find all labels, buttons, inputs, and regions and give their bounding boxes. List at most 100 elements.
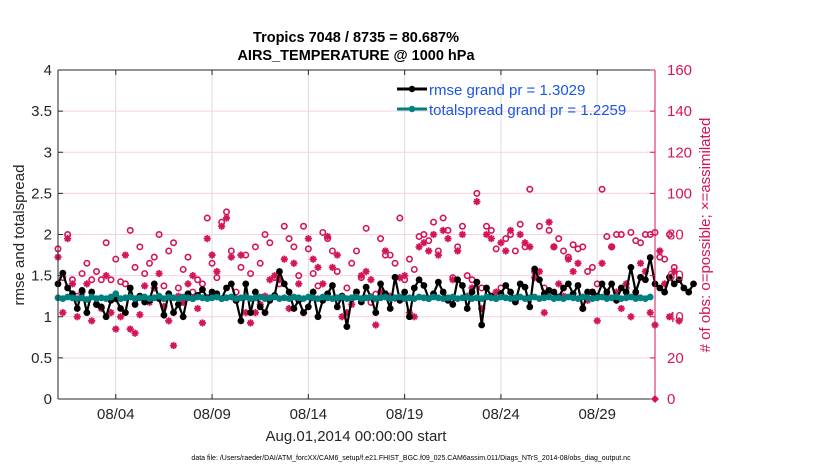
data-point-rmse bbox=[83, 309, 91, 317]
data-point-obs-possible bbox=[266, 239, 274, 247]
data-point-rmse bbox=[410, 284, 418, 292]
data-point-rmse bbox=[117, 305, 124, 312]
legend: rmse grand pr = 1.3029 totalspread grand… bbox=[397, 82, 626, 119]
data-point-totalspread bbox=[646, 293, 654, 301]
data-point-obs-assimilated bbox=[526, 243, 534, 251]
x-tick-label: 08/24 bbox=[482, 406, 520, 423]
data-point-obs-assimilated bbox=[425, 247, 433, 255]
data-point-rmse bbox=[685, 288, 693, 296]
data-point-obs-assimilated bbox=[141, 282, 149, 290]
data-point-obs-assimilated bbox=[372, 321, 380, 329]
data-point-obs-assimilated bbox=[646, 309, 654, 317]
chart-title: Tropics 7048 / 8735 = 80.687% bbox=[253, 30, 459, 46]
data-point-rmse bbox=[251, 288, 259, 296]
data-point-rmse bbox=[531, 265, 539, 273]
data-point-rmse bbox=[646, 254, 654, 261]
data-point-obs-possible bbox=[420, 231, 428, 239]
data-point-obs-assimilated bbox=[83, 280, 91, 288]
y-tick-label-right: 100 bbox=[667, 185, 692, 202]
data-point-obs-possible bbox=[97, 276, 105, 284]
data-point-obs-assimilated bbox=[506, 226, 515, 234]
data-point-obs-possible bbox=[304, 245, 312, 253]
data-point-obs-possible bbox=[627, 228, 635, 236]
data-point-obs-assimilated bbox=[497, 239, 505, 247]
y-tick-label-left: 3 bbox=[44, 144, 52, 161]
y-tick-label-left: 1.5 bbox=[31, 268, 52, 285]
data-point-obs-assimilated bbox=[68, 280, 77, 288]
data-point-rmse bbox=[483, 284, 490, 292]
data-point-obs-possible bbox=[473, 189, 481, 197]
data-point-rmse bbox=[179, 313, 187, 321]
x-tick-label: 08/04 bbox=[97, 406, 135, 423]
data-point-rmse bbox=[617, 284, 625, 292]
x-tick-label: 08/14 bbox=[290, 406, 328, 423]
data-point-obs-assimilated bbox=[598, 259, 606, 267]
data-point-rmse bbox=[608, 280, 616, 288]
data-point-rmse bbox=[666, 273, 673, 281]
legend-entry-totalspread: totalspread grand pr = 1.2259 bbox=[429, 102, 626, 119]
data-point-obs-possible bbox=[179, 265, 187, 273]
data-point-rmse bbox=[64, 284, 72, 292]
data-point-rmse bbox=[353, 288, 360, 296]
data-point-obs-possible bbox=[83, 259, 91, 267]
data-point-obs-possible bbox=[131, 263, 139, 271]
data-point-obs-assimilated bbox=[569, 267, 577, 276]
data-point-obs-possible bbox=[405, 255, 413, 263]
data-point-obs-possible bbox=[569, 241, 577, 249]
data-point-rmse bbox=[290, 305, 298, 312]
data-point-obs-possible bbox=[439, 214, 447, 222]
data-point-totalspread bbox=[112, 290, 120, 298]
data-point-obs-assimilated bbox=[550, 243, 558, 251]
data-point-rmse bbox=[73, 305, 81, 312]
x-tick-label: 08/09 bbox=[193, 406, 231, 423]
data-point-obs-possible bbox=[237, 263, 245, 271]
y-axis-label-left: rmse and totalspread bbox=[11, 165, 28, 306]
data-point-rmse bbox=[237, 317, 245, 325]
data-point-obs-possible bbox=[343, 284, 351, 292]
data-point-obs-assimilated bbox=[381, 247, 389, 255]
y-tick-label-right: 40 bbox=[667, 309, 684, 326]
data-point-rmse bbox=[300, 309, 307, 317]
y-tick-label-left: 1 bbox=[44, 309, 52, 326]
data-point-rmse bbox=[199, 286, 206, 294]
data-point-rmse bbox=[372, 309, 380, 317]
data-point-rmse bbox=[314, 313, 322, 321]
data-point-rmse bbox=[174, 301, 182, 308]
x-tick-label: 08/29 bbox=[578, 406, 616, 423]
data-point-obs-possible bbox=[295, 272, 303, 280]
data-point-rmse bbox=[627, 264, 635, 271]
data-point-obs-possible bbox=[603, 233, 611, 241]
data-point-rmse bbox=[329, 282, 336, 289]
data-point-rmse bbox=[589, 288, 596, 296]
y-tick-label-left: 0 bbox=[44, 391, 52, 408]
data-point-rmse bbox=[598, 280, 606, 288]
data-point-rmse bbox=[88, 288, 96, 296]
data-point-rmse bbox=[550, 288, 558, 296]
data-point-obs-assimilated bbox=[367, 276, 375, 284]
y-tick-label-right: 140 bbox=[667, 103, 692, 120]
data-point-obs-assimilated bbox=[482, 230, 491, 239]
data-point-obs-assimilated bbox=[251, 309, 259, 317]
data-point-obs-possible bbox=[141, 270, 149, 278]
data-point-obs-possible bbox=[377, 235, 385, 243]
data-point-rmse bbox=[309, 288, 317, 296]
data-point-obs-assimilated bbox=[454, 247, 462, 255]
data-point-rmse bbox=[680, 284, 688, 292]
data-point-totalspread bbox=[107, 293, 115, 301]
data-point-obs-assimilated bbox=[102, 272, 110, 280]
data-point-obs-possible bbox=[579, 243, 587, 251]
data-point-obs-assimilated bbox=[564, 255, 572, 263]
data-point-rmse bbox=[579, 305, 587, 312]
data-point-obs-assimilated bbox=[627, 313, 635, 321]
data-point-obs-assimilated bbox=[194, 304, 202, 313]
data-point-obs-possible bbox=[328, 247, 336, 255]
data-point-obs-assimilated bbox=[280, 255, 288, 263]
data-point-obs-assimilated bbox=[502, 247, 510, 255]
data-point-obs-possible bbox=[410, 265, 418, 273]
data-point-obs-possible bbox=[391, 259, 399, 267]
data-point-obs-assimilated bbox=[675, 317, 683, 325]
data-point-obs-assimilated bbox=[246, 319, 255, 327]
data-point-obs-possible bbox=[598, 185, 606, 193]
data-point-obs-possible bbox=[165, 247, 173, 255]
